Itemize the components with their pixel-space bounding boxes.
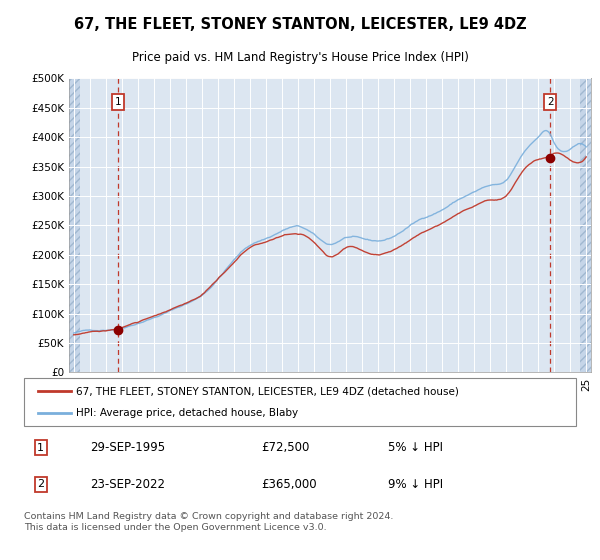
Text: Price paid vs. HM Land Registry's House Price Index (HPI): Price paid vs. HM Land Registry's House … xyxy=(131,52,469,64)
Text: 23-SEP-2022: 23-SEP-2022 xyxy=(90,478,165,491)
Text: 2: 2 xyxy=(37,479,44,489)
Text: £365,000: £365,000 xyxy=(262,478,317,491)
Text: 1: 1 xyxy=(37,443,44,453)
Text: 67, THE FLEET, STONEY STANTON, LEICESTER, LE9 4DZ (detached house): 67, THE FLEET, STONEY STANTON, LEICESTER… xyxy=(76,386,460,396)
Text: 2: 2 xyxy=(547,97,553,107)
Text: 1: 1 xyxy=(115,97,121,107)
Text: 29-SEP-1995: 29-SEP-1995 xyxy=(90,441,166,454)
Text: Contains HM Land Registry data © Crown copyright and database right 2024.
This d: Contains HM Land Registry data © Crown c… xyxy=(24,512,394,531)
Text: 9% ↓ HPI: 9% ↓ HPI xyxy=(388,478,443,491)
Text: £72,500: £72,500 xyxy=(262,441,310,454)
Text: 5% ↓ HPI: 5% ↓ HPI xyxy=(388,441,443,454)
Text: 67, THE FLEET, STONEY STANTON, LEICESTER, LE9 4DZ: 67, THE FLEET, STONEY STANTON, LEICESTER… xyxy=(74,17,526,31)
Text: HPI: Average price, detached house, Blaby: HPI: Average price, detached house, Blab… xyxy=(76,408,299,418)
Bar xyxy=(69,78,80,372)
FancyBboxPatch shape xyxy=(24,378,576,426)
Bar xyxy=(580,78,591,372)
